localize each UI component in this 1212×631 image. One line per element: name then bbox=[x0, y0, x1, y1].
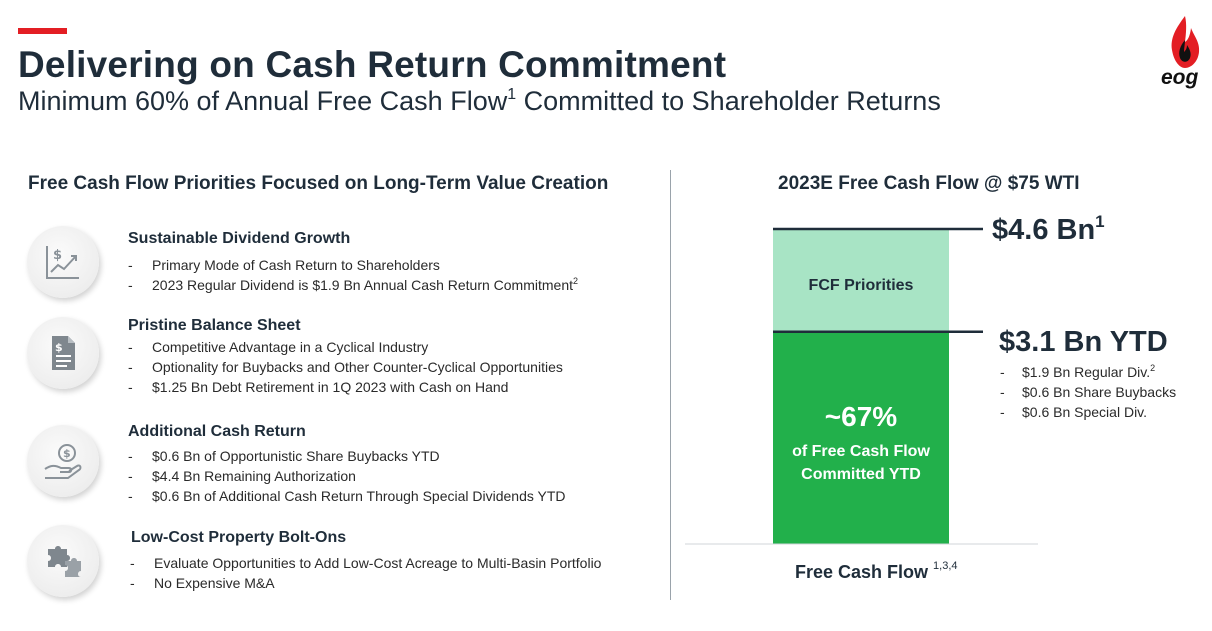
total-value-text: $4.6 Bn bbox=[992, 214, 1096, 246]
segment-label-fcf-priorities: FCF Priorities bbox=[808, 277, 914, 294]
bullet-list-balance-sheet: - Competitive Advantage in a Cyclical Ind… bbox=[128, 337, 563, 397]
bullet-dash: - bbox=[130, 555, 135, 571]
list-item: - $0.6 Bn Share Buybacks bbox=[1000, 382, 1176, 402]
item-heading-cash-return: Additional Cash Return bbox=[128, 423, 306, 440]
ytd-value-label: $3.1 Bn YTD bbox=[999, 326, 1168, 358]
bullet-list-bolt-ons: - Evaluate Opportunities to Add Low-Cost … bbox=[130, 553, 601, 593]
bullet-text: $0.6 Bn Special Div. bbox=[1022, 404, 1148, 420]
list-item: - No Expensive M&A bbox=[130, 573, 601, 593]
puzzle-pieces-icon bbox=[27, 525, 99, 597]
bullet-dash: - bbox=[1000, 384, 1005, 400]
bullet-dash: - bbox=[128, 379, 133, 395]
ytd-breakdown-list: - $1.9 Bn Regular Div.2 - $0.6 Bn Share Bu… bbox=[1000, 362, 1176, 422]
segment-desc-line-2: Committed YTD bbox=[801, 466, 921, 483]
bullet-text: $0.6 Bn of Opportunistic Share Buybacks … bbox=[152, 448, 440, 464]
bullet-dash: - bbox=[1000, 404, 1005, 420]
accent-bar bbox=[18, 28, 67, 34]
list-item: - Evaluate Opportunities to Add Low-Cost … bbox=[130, 553, 601, 573]
page-subtitle: Minimum 60% of Annual Free Cash Flow1 Co… bbox=[18, 86, 941, 117]
segment-description: of Free Cash Flow Committed YTD bbox=[773, 440, 949, 486]
segment-percent: ~67% bbox=[824, 401, 898, 432]
bullet-list-cash-return: - $0.6 Bn of Opportunistic Share Buybacks… bbox=[128, 446, 566, 506]
left-section-heading: Free Cash Flow Priorities Focused on Lon… bbox=[28, 173, 609, 194]
fcf-stacked-bar-chart bbox=[685, 227, 1038, 545]
subtitle-footnote: 1 bbox=[507, 86, 517, 103]
page-title: Delivering on Cash Return Commitment bbox=[18, 44, 727, 85]
bullet-dash: - bbox=[128, 359, 133, 375]
bullet-text: Optionality for Buybacks and Other Count… bbox=[152, 359, 563, 375]
list-item: - $4.4 Bn Remaining Authorization bbox=[128, 466, 566, 486]
svg-text:$: $ bbox=[63, 447, 71, 460]
item-heading-dividend: Sustainable Dividend Growth bbox=[128, 230, 351, 247]
flame-logo-icon bbox=[1171, 16, 1200, 68]
footnote-marker: 2 bbox=[573, 276, 579, 286]
subtitle-rest: Committed to Shareholder Returns bbox=[516, 86, 941, 116]
bullet-dash: - bbox=[128, 277, 133, 293]
bullet-dash: - bbox=[128, 488, 133, 504]
bullet-text: $1.9 Bn Regular Div. bbox=[1022, 364, 1151, 380]
list-item: - $0.6 Bn Special Div. bbox=[1000, 402, 1176, 422]
bullet-dash: - bbox=[130, 575, 135, 591]
list-item: - Competitive Advantage in a Cyclical Ind… bbox=[128, 337, 563, 357]
bullet-text: Primary Mode of Cash Return to Sharehold… bbox=[152, 257, 440, 273]
hand-coin-icon: $ bbox=[27, 425, 99, 497]
logo-text: eog bbox=[1161, 66, 1199, 89]
section-divider bbox=[670, 170, 671, 600]
list-item: - Primary Mode of Cash Return to Sharehol… bbox=[128, 255, 578, 275]
list-item: - $1.25 Bn Debt Retirement in 1Q 2023 wit… bbox=[128, 377, 563, 397]
svg-text:$: $ bbox=[55, 341, 63, 354]
segment-desc-line-1: of Free Cash Flow bbox=[792, 443, 930, 460]
list-item: - $0.6 Bn of Additional Cash Return Throu… bbox=[128, 486, 566, 506]
subtitle-main: Minimum 60% of Annual Free Cash Flow bbox=[18, 86, 508, 116]
bullet-list-dividend: - Primary Mode of Cash Return to Sharehol… bbox=[128, 255, 578, 295]
footnote-marker: 1,3,4 bbox=[933, 560, 958, 572]
total-value-label: $4.6 Bn1 bbox=[992, 212, 1105, 247]
bullet-dash: - bbox=[128, 257, 133, 273]
footnote-marker: 2 bbox=[1150, 363, 1156, 373]
bullet-dash: - bbox=[128, 339, 133, 355]
item-heading-bolt-ons: Low-Cost Property Bolt-Ons bbox=[131, 529, 347, 546]
bullet-text: $4.4 Bn Remaining Authorization bbox=[152, 468, 356, 484]
document-dollar-icon: $ bbox=[27, 317, 99, 389]
bullet-text: $1.25 Bn Debt Retirement in 1Q 2023 with… bbox=[152, 379, 509, 395]
x-category-label: Free Cash Flow bbox=[795, 562, 929, 582]
bullet-dash: - bbox=[128, 468, 133, 484]
bullet-text: $0.6 Bn Share Buybacks bbox=[1022, 384, 1177, 400]
bullet-dash: - bbox=[128, 448, 133, 464]
bar-segment-ytd-committed bbox=[773, 331, 949, 544]
dollar-chart-icon: $ bbox=[27, 226, 99, 298]
list-item: - 2023 Regular Dividend is $1.9 Bn Annual… bbox=[128, 275, 578, 295]
chart-title: 2023E Free Cash Flow @ $75 WTI bbox=[778, 173, 1080, 194]
bullet-text: $0.6 Bn of Additional Cash Return Throug… bbox=[152, 488, 566, 504]
bullet-text: Evaluate Opportunities to Add Low-Cost A… bbox=[154, 555, 602, 571]
bar-segment-fcf-priorities bbox=[773, 229, 949, 332]
svg-text:$: $ bbox=[53, 248, 62, 263]
bullet-text: Competitive Advantage in a Cyclical Indu… bbox=[152, 339, 429, 355]
item-heading-balance-sheet: Pristine Balance Sheet bbox=[128, 317, 301, 334]
bullet-text: 2023 Regular Dividend is $1.9 Bn Annual … bbox=[152, 277, 574, 293]
bullet-dash: - bbox=[1000, 364, 1005, 380]
list-item: - Optionality for Buybacks and Other Coun… bbox=[128, 357, 563, 377]
x-axis-label: Free Cash Flow 1,3,4 bbox=[795, 560, 958, 583]
list-item: - $0.6 Bn of Opportunistic Share Buybacks… bbox=[128, 446, 566, 466]
list-item: - $1.9 Bn Regular Div.2 bbox=[1000, 362, 1176, 382]
bullet-text: No Expensive M&A bbox=[154, 575, 275, 591]
footnote-marker: 1 bbox=[1095, 212, 1105, 231]
